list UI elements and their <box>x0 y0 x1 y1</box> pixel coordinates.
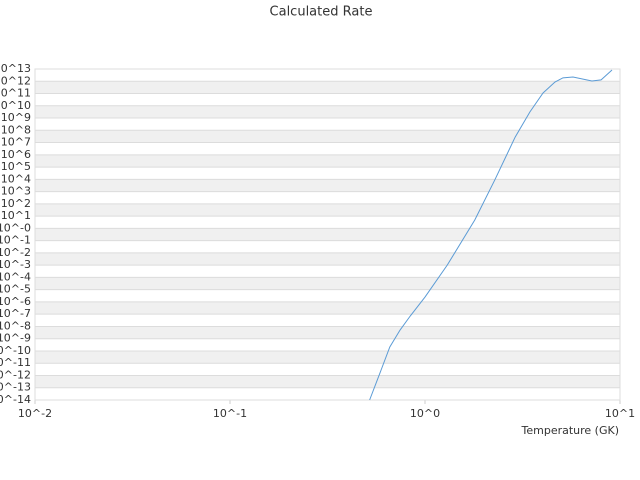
y-tick-label: 10^-11 <box>0 356 31 369</box>
x-tick-label: 10^1 <box>605 407 635 420</box>
y-tick-label: 10^6 <box>1 148 31 161</box>
y-tick-label: 10^12 <box>0 74 31 87</box>
y-tick-label: 10^-6 <box>0 295 31 308</box>
y-tick-label: 10^-0 <box>0 221 31 234</box>
y-tick-label: 10^9 <box>1 111 31 124</box>
y-tick-label: 10^-7 <box>0 307 31 320</box>
y-tick-label: 10^7 <box>1 136 31 149</box>
x-tick-label: 10^0 <box>410 407 440 420</box>
y-tick-label: 10^-13 <box>0 381 31 394</box>
y-tick-label: 10^-2 <box>0 246 31 259</box>
y-tick-label: 10^8 <box>1 123 31 136</box>
grid-band <box>35 277 620 290</box>
grid-band <box>35 81 620 94</box>
y-tick-label: 10^-12 <box>0 368 31 381</box>
y-tick-label: 10^-4 <box>0 270 31 283</box>
grid-band <box>35 130 620 143</box>
y-tick-label: 10^1 <box>1 209 31 222</box>
grid-band <box>35 326 620 339</box>
y-tick-label: 10^2 <box>1 197 31 210</box>
grid-band <box>35 252 620 266</box>
grid-band <box>35 105 620 119</box>
y-tick-label: 10^-5 <box>0 283 31 296</box>
x-tick-label: 10^-1 <box>213 407 247 420</box>
y-tick-label: 10^-9 <box>0 332 31 345</box>
grid-band <box>35 228 620 241</box>
grid-band <box>35 375 620 388</box>
y-tick-label: 10^13 <box>0 62 31 75</box>
x-tick-label: 10^-2 <box>18 407 52 420</box>
y-tick-label: 10^10 <box>0 99 31 112</box>
y-tick-label: 10^5 <box>1 160 31 173</box>
grid-band <box>35 179 620 192</box>
y-tick-label: 10^-10 <box>0 344 31 357</box>
y-tick-label: 10^4 <box>1 172 31 185</box>
y-tick-label: 10^-14 <box>0 393 31 406</box>
grid-band <box>35 154 620 168</box>
y-tick-label: 10^-8 <box>0 319 31 332</box>
grid-band <box>35 350 620 364</box>
chart-title: Calculated Rate <box>270 5 373 20</box>
y-tick-label: 10^11 <box>0 87 31 100</box>
series-line <box>369 69 613 401</box>
y-tick-label: 10^3 <box>1 185 31 198</box>
y-tick-label: 10^-1 <box>0 234 31 247</box>
plot-frame <box>34 68 621 401</box>
y-tick-label: 10^-3 <box>0 258 31 271</box>
grid-band <box>35 301 620 315</box>
grid-band <box>35 203 620 217</box>
x-axis-label: Temperature (GK) <box>521 424 620 437</box>
